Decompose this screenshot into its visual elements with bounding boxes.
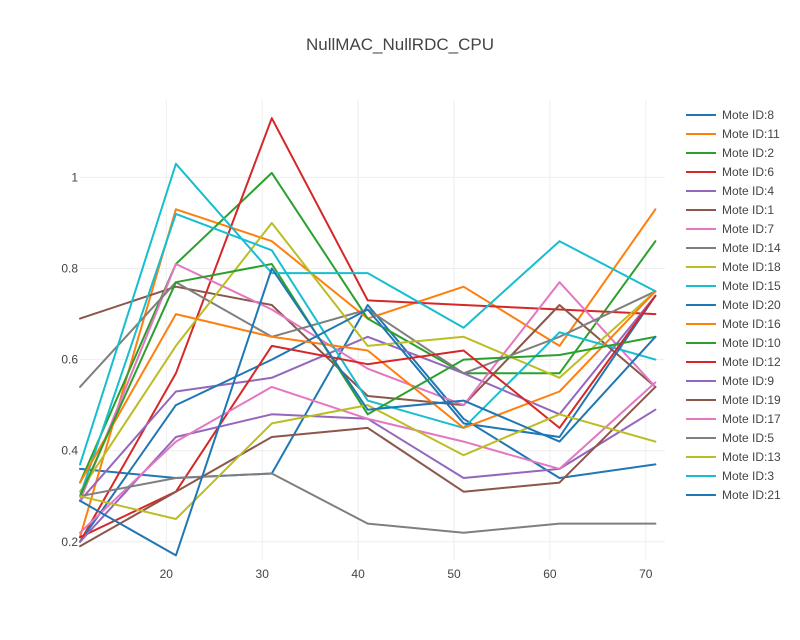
series-line-mote-id-16[interactable] <box>79 290 657 484</box>
legend-label: Mote ID:7 <box>722 222 774 236</box>
legend-label: Mote ID:1 <box>722 203 774 217</box>
x-tick-label: 30 <box>256 567 270 581</box>
legend-item[interactable]: Mote ID:18 <box>686 260 781 274</box>
series-line-mote-id-19[interactable] <box>79 385 657 548</box>
legend-label: Mote ID:12 <box>722 355 781 369</box>
y-tick-label: 0.2 <box>61 535 78 549</box>
legend-item[interactable]: Mote ID:11 <box>686 127 780 141</box>
series-line-mote-id-21[interactable] <box>79 267 657 557</box>
legend-label: Mote ID:17 <box>722 412 781 426</box>
axis-ticks: 0.2 0.4 0.6 0.8 1 20 30 40 50 60 70 <box>61 170 653 581</box>
legend-item[interactable]: Mote ID:5 <box>686 431 774 445</box>
series-line-mote-id-20[interactable] <box>79 294 657 543</box>
legend-item[interactable]: Mote ID:17 <box>686 412 781 426</box>
x-tick-label: 20 <box>160 567 174 581</box>
legend-item[interactable]: Mote ID:6 <box>686 165 774 179</box>
legend-label: Mote ID:13 <box>722 450 781 464</box>
legend-label: Mote ID:8 <box>722 108 774 122</box>
legend-item[interactable]: Mote ID:13 <box>686 450 781 464</box>
legend-label: Mote ID:5 <box>722 431 774 445</box>
legend-label: Mote ID:15 <box>722 279 781 293</box>
legend-label: Mote ID:14 <box>722 241 781 255</box>
legend-item[interactable]: Mote ID:9 <box>686 374 774 388</box>
plot-area <box>79 117 657 557</box>
chart-title: NullMAC_NullRDC_CPU <box>306 35 494 54</box>
x-tick-label: 40 <box>351 567 365 581</box>
legend-item[interactable]: Mote ID:8 <box>686 108 774 122</box>
legend-label: Mote ID:4 <box>722 184 774 198</box>
series-line-mote-id-18[interactable] <box>79 222 657 493</box>
legend-item[interactable]: Mote ID:15 <box>686 279 781 293</box>
series-line-mote-id-6[interactable] <box>79 117 657 543</box>
series-line-mote-id-5[interactable] <box>79 472 657 534</box>
x-tick-label: 70 <box>639 567 653 581</box>
legend-label: Mote ID:10 <box>722 336 781 350</box>
series-line-mote-id-17[interactable] <box>79 381 657 534</box>
legend-label: Mote ID:2 <box>722 146 774 160</box>
y-tick-label: 0.8 <box>61 262 78 276</box>
legend-item[interactable]: Mote ID:21 <box>686 488 781 502</box>
series-line-mote-id-10[interactable] <box>79 263 657 498</box>
y-tick-label: 0.6 <box>61 353 78 367</box>
legend-item[interactable]: Mote ID:10 <box>686 336 781 350</box>
legend-item[interactable]: Mote ID:19 <box>686 393 781 407</box>
legend[interactable]: Mote ID:8 Mote ID:11 Mote ID:2 Mote ID:6 Mot… <box>686 108 781 502</box>
legend-item[interactable]: Mote ID:14 <box>686 241 781 255</box>
legend-label: Mote ID:20 <box>722 298 781 312</box>
legend-label: Mote ID:21 <box>722 488 781 502</box>
legend-label: Mote ID:6 <box>722 165 774 179</box>
legend-label: Mote ID:16 <box>722 317 781 331</box>
legend-item[interactable]: Mote ID:2 <box>686 146 774 160</box>
legend-label: Mote ID:18 <box>722 260 781 274</box>
series-line-mote-id-3[interactable] <box>79 162 657 466</box>
y-tick-label: 1 <box>71 170 78 184</box>
x-tick-label: 60 <box>543 567 557 581</box>
legend-item[interactable]: Mote ID:1 <box>686 203 774 217</box>
legend-item[interactable]: Mote ID:12 <box>686 355 781 369</box>
legend-label: Mote ID:9 <box>722 374 774 388</box>
series-line-mote-id-7[interactable] <box>79 263 657 502</box>
series-line-mote-id-1[interactable] <box>79 285 657 407</box>
legend-item[interactable]: Mote ID:16 <box>686 317 781 331</box>
legend-item[interactable]: Mote ID:4 <box>686 184 774 198</box>
series-line-mote-id-15[interactable] <box>79 212 657 498</box>
legend-label: Mote ID:3 <box>722 469 774 483</box>
legend-item[interactable]: Mote ID:7 <box>686 222 774 236</box>
legend-label: Mote ID:11 <box>722 127 780 141</box>
series-line-mote-id-13[interactable] <box>79 404 657 520</box>
x-tick-label: 50 <box>447 567 461 581</box>
legend-item[interactable]: Mote ID:20 <box>686 298 781 312</box>
legend-label: Mote ID:19 <box>722 393 781 407</box>
legend-item[interactable]: Mote ID:3 <box>686 469 774 483</box>
y-tick-label: 0.4 <box>61 444 78 458</box>
